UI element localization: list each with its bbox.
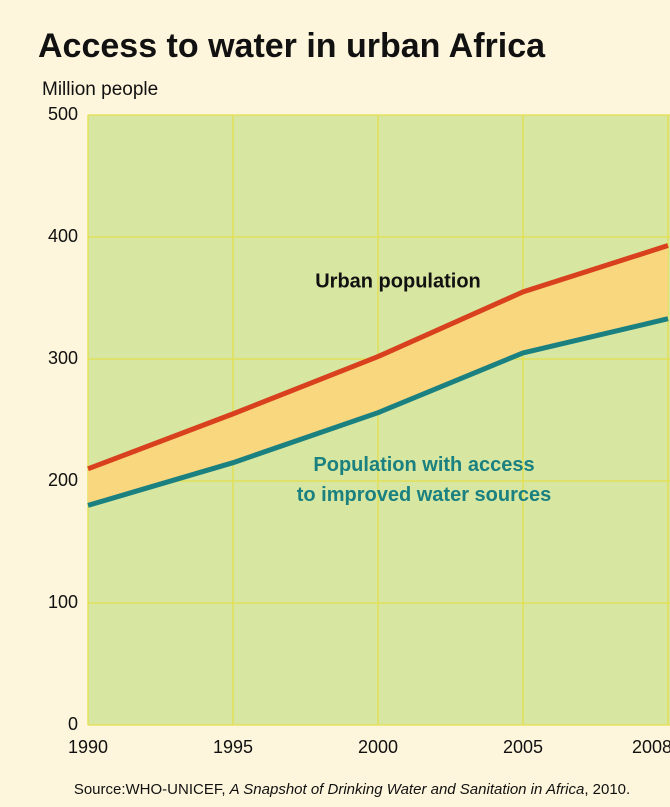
source-part: , 2010. bbox=[584, 781, 630, 798]
band bbox=[88, 245, 668, 506]
line bbox=[87, 243, 669, 472]
y-tick-label: 300 bbox=[48, 348, 78, 368]
source: Source:WHO-UNICEF, A Snapshot of Drinkin… bbox=[74, 781, 630, 798]
x-tick-label: 2000 bbox=[358, 737, 398, 757]
y-tick-label: 0 bbox=[68, 714, 78, 734]
chart-title: Access to water in urban Africa bbox=[38, 27, 546, 65]
x-tick-label: 2005 bbox=[503, 737, 543, 757]
source-part: A Snapshot of Drinking Water and Sanitat… bbox=[229, 781, 585, 798]
plot-background bbox=[88, 115, 670, 725]
series-label-line: to improved water sources bbox=[297, 484, 552, 506]
y-tick-label: 500 bbox=[48, 104, 78, 124]
series-label-line: Population with access bbox=[313, 454, 534, 476]
plot-area: 0 100 200 300 400 500 1990 1995 2000 2005 2008 Urba… bbox=[48, 104, 670, 757]
y-axis-label: Million people bbox=[42, 79, 158, 100]
series-label: Population with access to improved water … bbox=[297, 454, 552, 506]
x-tick-label: 1995 bbox=[213, 737, 253, 757]
series-label: Urban population bbox=[315, 270, 481, 292]
y-tick-label: 100 bbox=[48, 592, 78, 612]
x-tick-label: 1990 bbox=[68, 737, 108, 757]
x-tick-label: 2008 bbox=[632, 737, 670, 757]
line bbox=[87, 316, 669, 508]
y-tick-label: 200 bbox=[48, 470, 78, 490]
source-part: Source:WHO-UNICEF, bbox=[74, 781, 230, 798]
y-tick-label: 400 bbox=[48, 226, 78, 246]
